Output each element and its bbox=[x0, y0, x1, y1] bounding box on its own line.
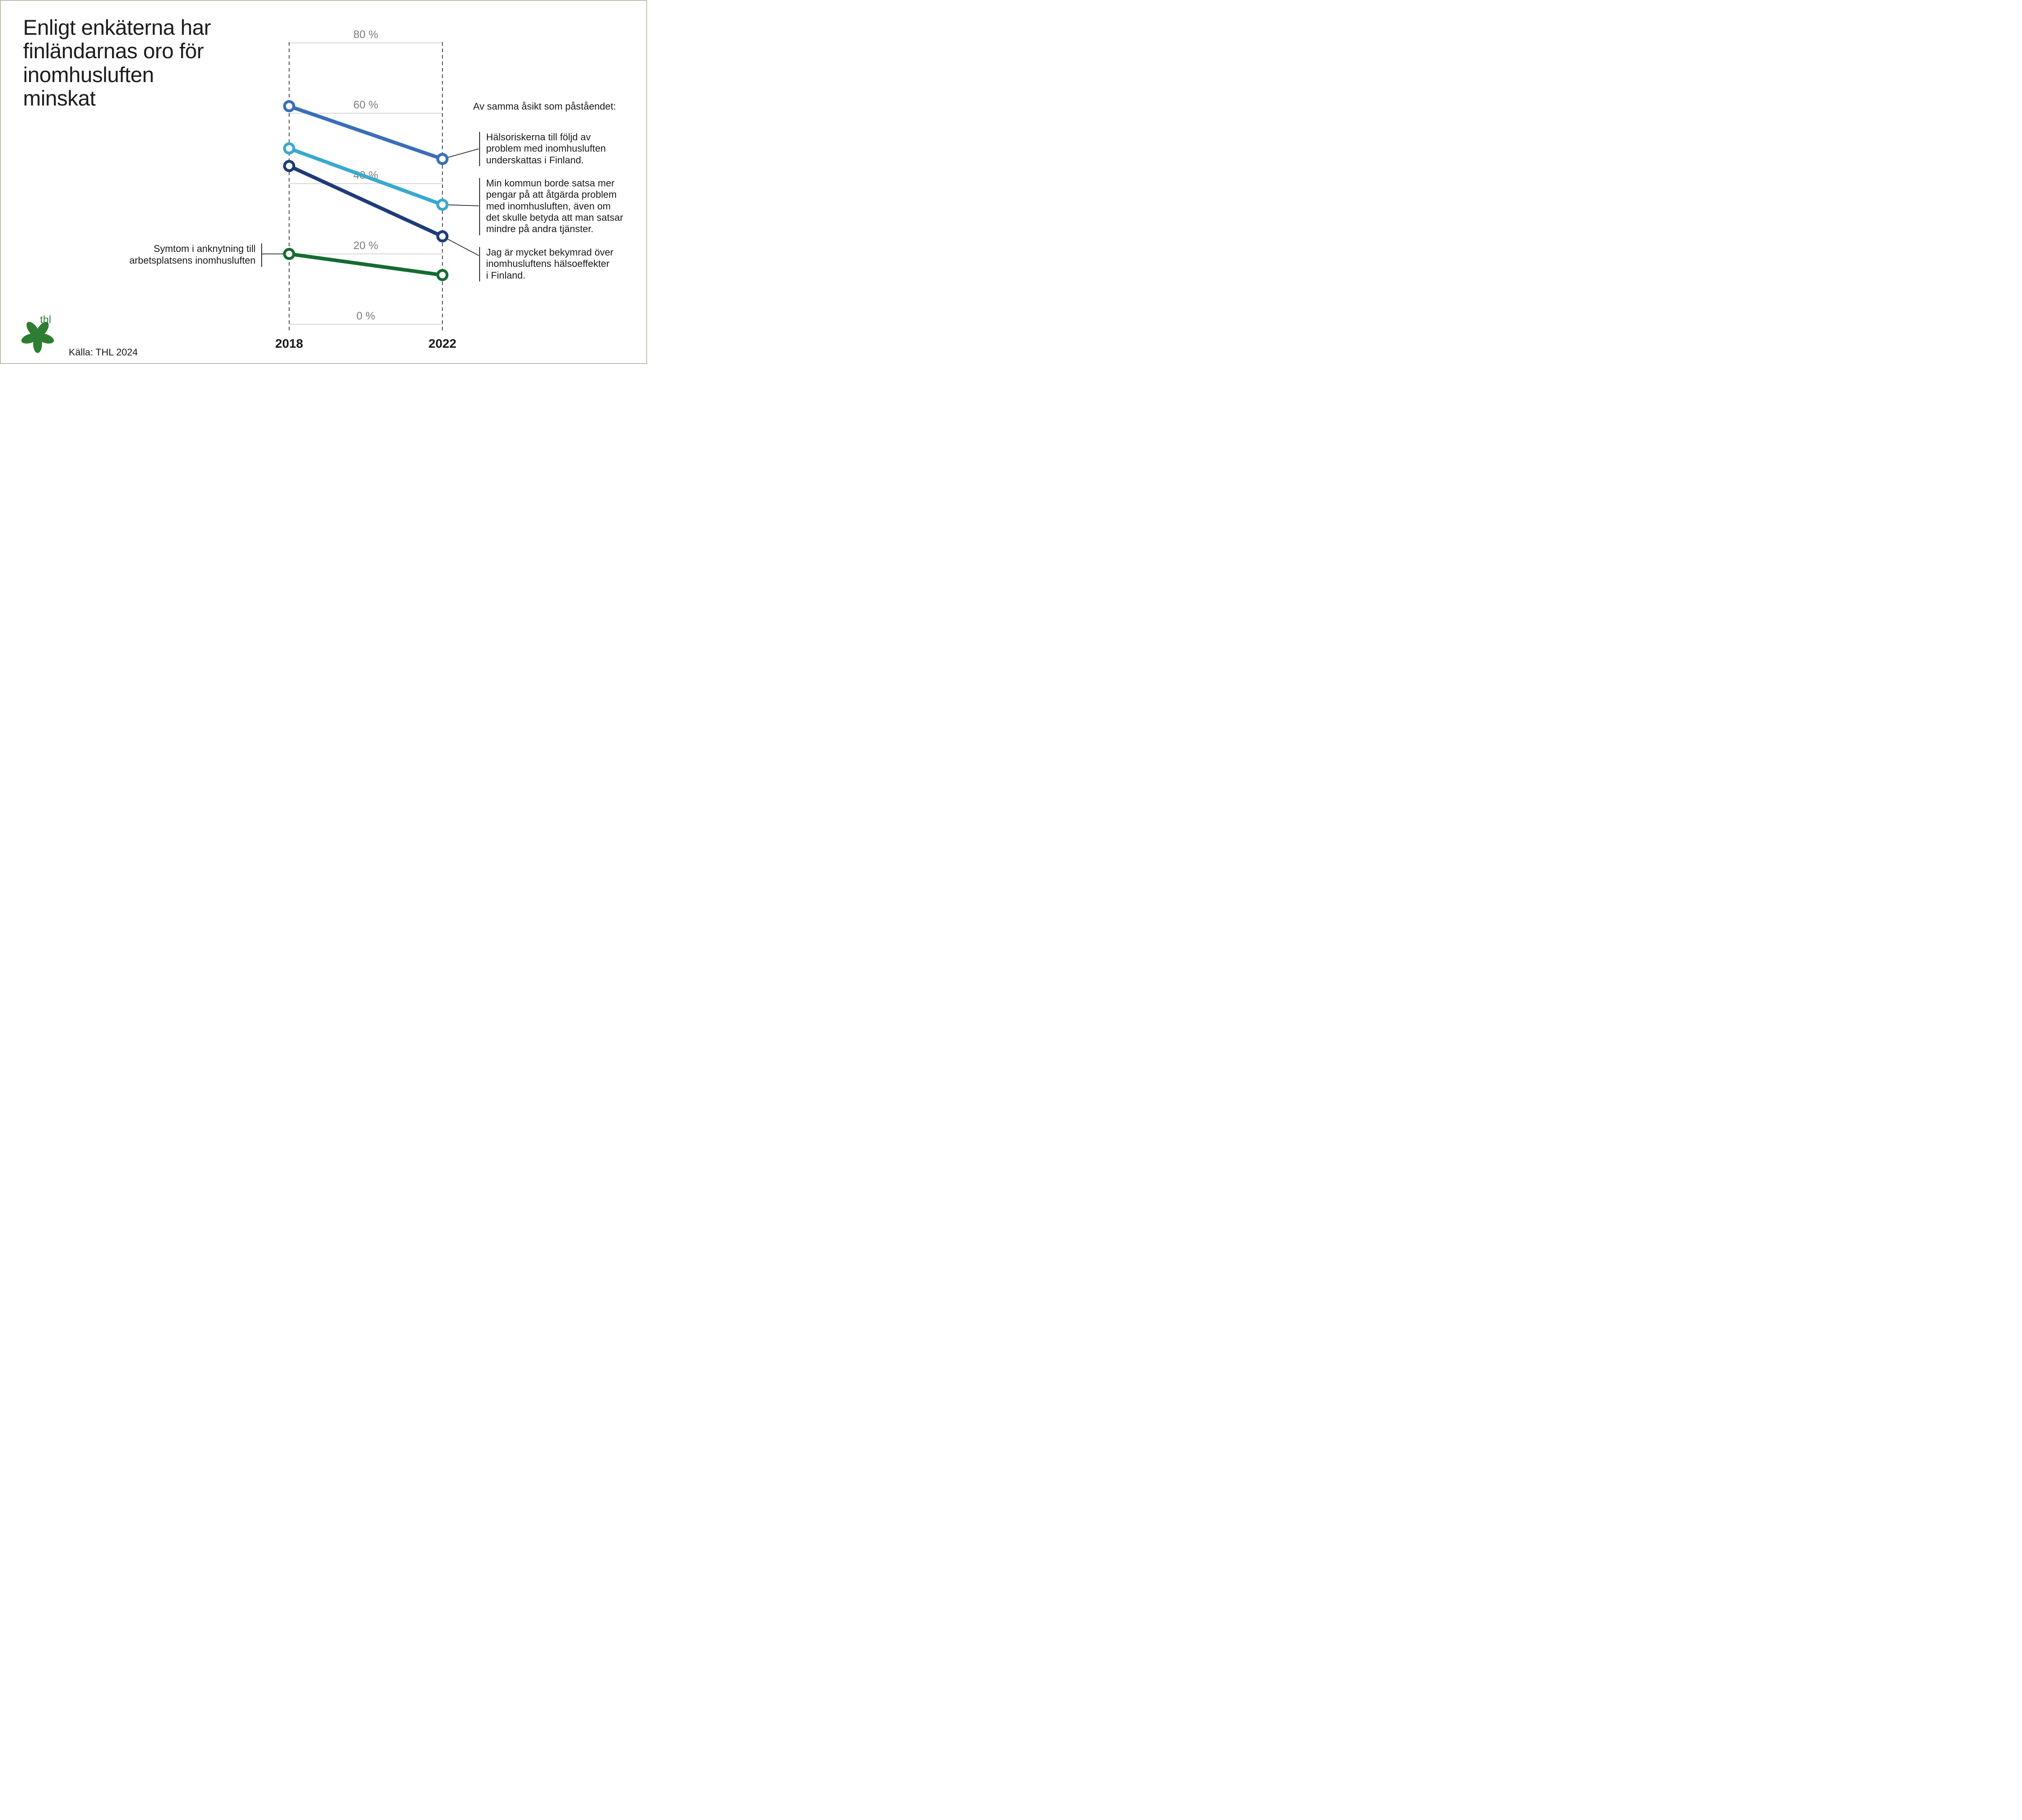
x-year-label: 2022 bbox=[429, 336, 457, 351]
statement-health-risks-underestimated: Hälsoriskerna till följd av problem med … bbox=[479, 132, 606, 166]
left-annotation-workplace-symptoms: Symtom i anknytning till arbetsplatsens … bbox=[122, 243, 262, 267]
statement-very-concerned: Jag är mycket bekymrad över inomhuslufte… bbox=[479, 247, 613, 281]
data-point-marker bbox=[283, 160, 295, 172]
series-line bbox=[288, 104, 443, 161]
y-tick-label: 80 % bbox=[353, 28, 379, 40]
source-text: Källa: THL 2024 bbox=[69, 347, 138, 358]
page-title: Enligt enkäterna har finländarnas oro fö… bbox=[23, 16, 211, 110]
data-point-marker bbox=[283, 142, 295, 154]
data-point-marker bbox=[436, 230, 448, 243]
slope-chart: 0 %20 %40 %60 %80 %2018 2022 bbox=[261, 28, 479, 351]
data-point-marker bbox=[283, 248, 295, 260]
thl-logo-text: thl bbox=[40, 313, 51, 326]
series-line bbox=[289, 252, 443, 277]
y-tick-label: 20 % bbox=[353, 239, 379, 252]
y-tick-label: 0 % bbox=[356, 310, 375, 322]
data-point-marker bbox=[283, 100, 295, 112]
data-point-marker bbox=[436, 199, 448, 211]
right-panel-header: Av samma åsikt som påståendet: bbox=[473, 101, 616, 112]
statement-municipality-should-invest: Min kommun borde satsa mer pengar på att… bbox=[479, 178, 623, 235]
connector-line bbox=[442, 204, 479, 206]
data-point-marker bbox=[436, 269, 448, 281]
data-point-marker bbox=[436, 153, 448, 165]
y-tick-label: 60 % bbox=[353, 99, 379, 111]
thl-logo: thl bbox=[19, 313, 80, 356]
thl-flower-icon bbox=[21, 321, 54, 353]
infographic-slide: 0 % 20 % 40 % 60 % 80 % 2018 2022 Enligt enkät… bbox=[0, 0, 647, 364]
series-line bbox=[288, 146, 443, 207]
connector-line bbox=[442, 148, 479, 159]
x-year-label: 2018 bbox=[275, 336, 303, 351]
connector-line bbox=[442, 236, 479, 256]
series-line bbox=[288, 164, 443, 238]
